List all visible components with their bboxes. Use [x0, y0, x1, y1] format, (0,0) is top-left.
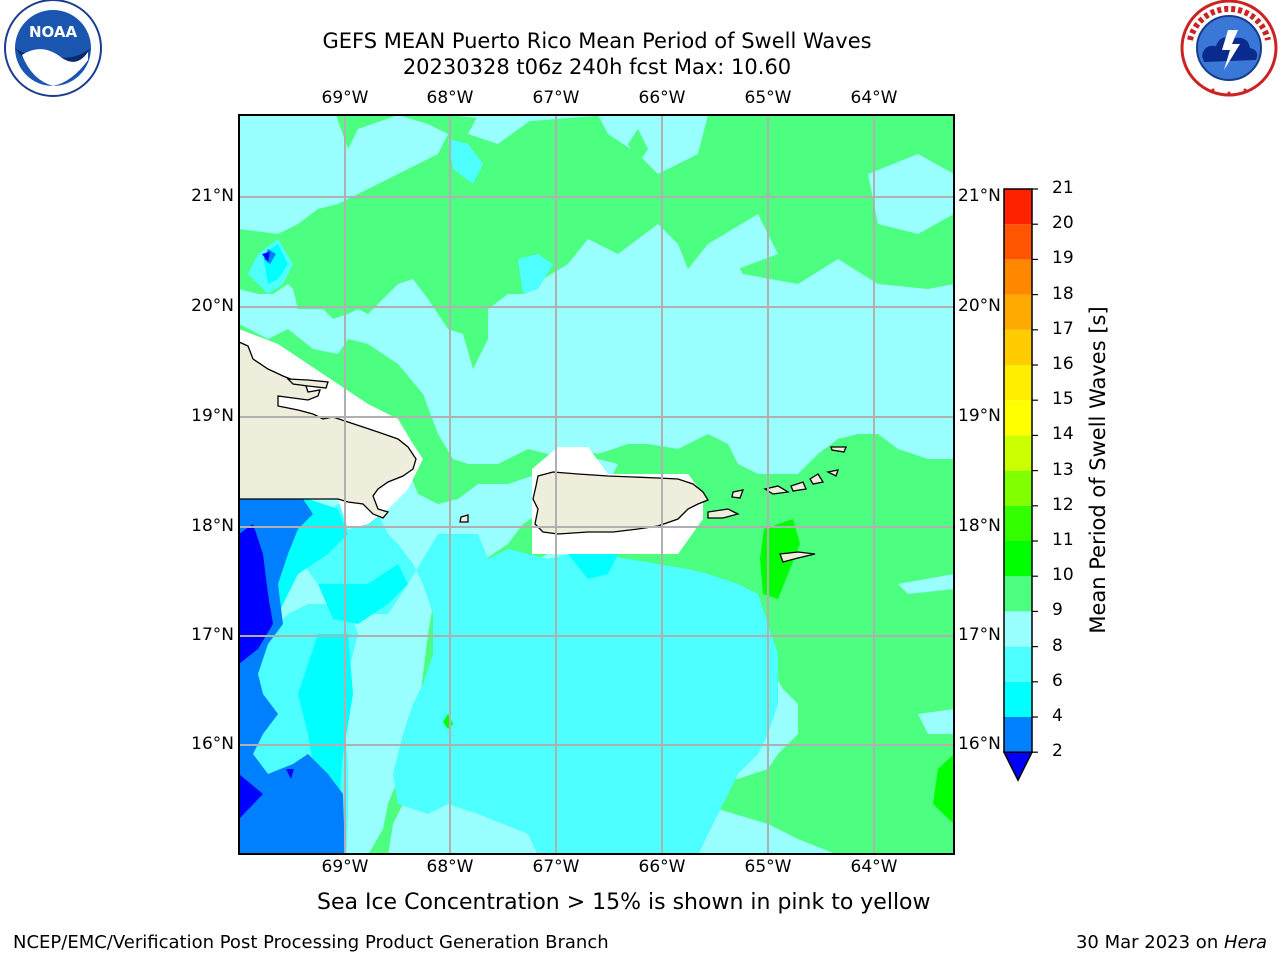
colorbar-segment: [1004, 646, 1032, 682]
noaa-logo-text: NOAA: [29, 23, 78, 41]
chart-title-line2: 20230328 t06z 240h fcst Max: 10.60: [402, 55, 792, 79]
colorbar-segment: [1004, 611, 1032, 647]
colorbar-tick-label: 18: [1052, 283, 1074, 304]
lat-label-left: 18°N: [191, 516, 234, 536]
lon-label-bottom: 67°W: [532, 857, 580, 877]
lon-label-top: 66°W: [638, 88, 686, 108]
land-coastline: [238, 340, 847, 563]
swell-period-map: [238, 114, 955, 859]
colorbar-segment: [1004, 365, 1032, 401]
map-frame: [238, 114, 955, 855]
colorbar-segment: [1004, 470, 1032, 506]
chart-title-line1: GEFS MEAN Puerto Rico Mean Period of Swe…: [322, 29, 872, 53]
nws-logo: [1178, 0, 1280, 104]
colorbar-segment: [1004, 259, 1032, 295]
colorbar-tick-label: 12: [1052, 494, 1074, 515]
lon-label-top: 68°W: [426, 88, 474, 108]
lat-label-left: 19°N: [191, 406, 234, 426]
lat-label-right: 16°N: [958, 734, 1001, 754]
colorbar-tick-label: 13: [1052, 459, 1074, 480]
colorbar-tick-label: 16: [1052, 354, 1074, 374]
colorbar-tick-label: 2: [1052, 741, 1063, 762]
lon-label-top: 64°W: [850, 88, 898, 108]
lon-label-top: 67°W: [532, 88, 580, 108]
lat-label-right: 21°N: [958, 186, 1001, 206]
footer-date: 30 Mar 2023 on Hera: [1076, 932, 1267, 953]
field-under-2s: [239, 252, 294, 819]
lon-label-bottom: 64°W: [850, 857, 898, 877]
colorbar-tick-label: 20: [1052, 213, 1074, 234]
lon-label-bottom: 66°W: [638, 857, 686, 877]
colorbar-segment: [1004, 576, 1032, 612]
colorbar-tick-label: 8: [1052, 635, 1063, 656]
footer-date-text: 30 Mar 2023 on: [1075, 932, 1224, 953]
colorbar: [1000, 185, 1048, 789]
lat-label-left: 16°N: [191, 734, 234, 754]
graticule: [239, 115, 954, 854]
colorbar-tick-label: 21: [1052, 178, 1074, 198]
colorbar-tick-label: 14: [1052, 424, 1074, 445]
lat-label-left: 21°N: [191, 186, 234, 206]
colorbar-segment: [1004, 541, 1032, 577]
colorbar-segment: [1004, 435, 1032, 471]
lon-label-top: 65°W: [744, 88, 792, 108]
colorbar-segment: [1004, 505, 1032, 541]
colorbar-tick-label: 6: [1052, 670, 1063, 691]
colorbar-extend-triangle: [1002, 751, 1034, 782]
lat-label-left: 17°N: [191, 625, 234, 645]
lat-label-right: 17°N: [958, 625, 1001, 645]
lat-label-right: 20°N: [958, 296, 1001, 316]
colorbar-segment: [1004, 189, 1032, 225]
colorbar-segment: [1004, 400, 1032, 436]
colorbar-tick-label: 9: [1052, 600, 1063, 621]
colorbar-segment: [1004, 294, 1032, 330]
lat-label-right: 19°N: [958, 406, 1001, 426]
lon-label-bottom: 68°W: [426, 857, 474, 877]
colorbar-title: Mean Period of Swell Waves [s]: [1086, 306, 1110, 634]
colorbar-segment: [1004, 224, 1032, 260]
colorbar-tick-label: 15: [1052, 389, 1074, 410]
lat-label-right: 18°N: [958, 516, 1001, 536]
colorbar-tick-label: 11: [1052, 530, 1074, 550]
footer-credit: NCEP/EMC/Verification Post Processing Pr…: [13, 932, 609, 953]
footer-host: Hera: [1223, 932, 1267, 953]
lon-label-top: 69°W: [321, 88, 369, 108]
colorbar-segment: [1004, 681, 1032, 717]
colorbar-segment: [1004, 329, 1032, 365]
colorbar-tick-label: 10: [1052, 565, 1074, 586]
noaa-logo: NOAA: [2, 0, 104, 104]
sea-ice-caption: Sea Ice Concentration > 15% is shown in …: [317, 890, 931, 915]
colorbar-tick-label: 17: [1052, 318, 1074, 339]
lat-label-left: 20°N: [191, 296, 234, 316]
lon-label-bottom: 65°W: [744, 857, 792, 877]
colorbar-segment: [1004, 717, 1032, 753]
lon-label-bottom: 69°W: [321, 857, 369, 877]
colorbar-tick-label: 19: [1052, 248, 1074, 269]
colorbar-tick-label: 4: [1052, 706, 1063, 726]
